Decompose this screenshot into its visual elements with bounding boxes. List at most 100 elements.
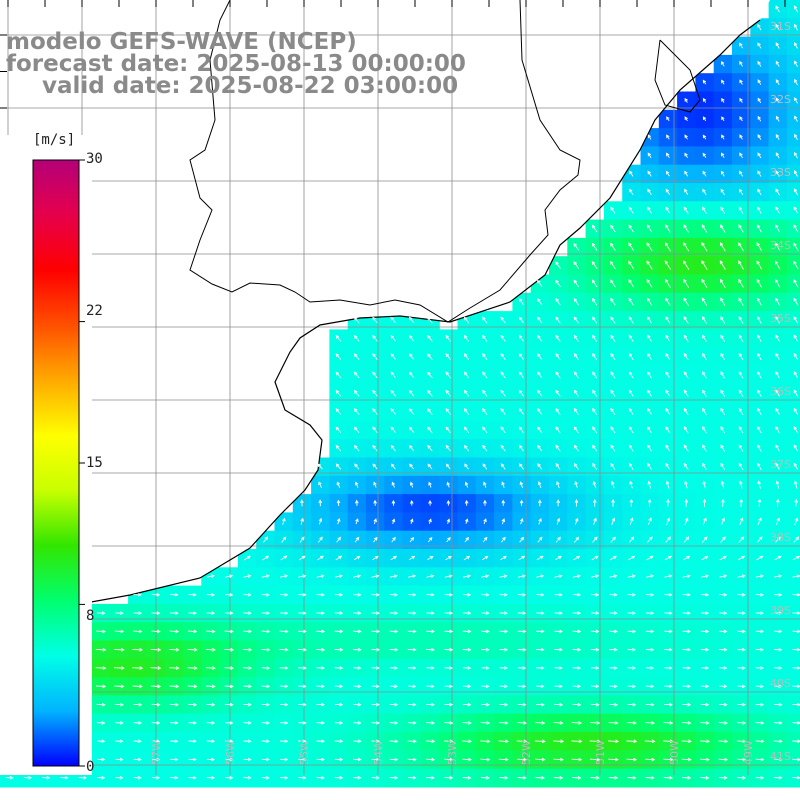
wind-arrow xyxy=(409,481,414,488)
wind-arrow xyxy=(206,629,216,634)
wind-arrow xyxy=(243,776,252,780)
wind-arrow xyxy=(389,684,399,689)
wind-arrow xyxy=(389,647,399,652)
wind-arrow xyxy=(610,389,616,397)
wind-arrow xyxy=(243,757,252,762)
wind-arrow xyxy=(774,611,783,615)
wind-arrow xyxy=(133,611,143,615)
wind-arrow xyxy=(535,757,546,762)
wind-arrow xyxy=(611,517,616,525)
wind-arrow xyxy=(353,776,362,780)
wind-arrow xyxy=(96,757,106,762)
wind-arrow xyxy=(610,206,616,214)
wind-arrow xyxy=(739,498,744,507)
wind-arrow xyxy=(793,371,799,379)
wind-arrow xyxy=(535,647,545,652)
wind-arrow xyxy=(608,757,619,762)
wind-arrow xyxy=(572,702,582,707)
wind-arrow xyxy=(684,97,688,103)
wind-arrow xyxy=(665,462,671,470)
wind-arrow xyxy=(462,629,472,634)
wind-arrow xyxy=(774,684,783,689)
wind-arrow xyxy=(482,444,488,452)
wind-arrow xyxy=(629,480,633,489)
wind-arrow xyxy=(628,260,635,270)
wind-arrow xyxy=(425,721,436,725)
wind-arrow xyxy=(702,426,707,434)
wind-arrow xyxy=(628,407,634,416)
wind-arrow xyxy=(666,498,670,507)
wind-arrow xyxy=(794,42,798,49)
wind-arrow xyxy=(261,721,271,725)
wind-arrow xyxy=(774,647,783,652)
wind-arrow xyxy=(592,297,598,306)
wind-arrow xyxy=(316,629,326,634)
wind-arrow xyxy=(590,721,601,725)
wind-arrow xyxy=(683,536,690,543)
wind-arrow xyxy=(480,721,491,725)
wind-arrow xyxy=(243,555,251,561)
wind-arrow xyxy=(298,574,307,579)
wind-arrow xyxy=(279,647,289,652)
wind-arrow xyxy=(480,629,490,634)
wind-arrow xyxy=(702,517,707,526)
wind-arrow xyxy=(701,536,708,543)
field-cell xyxy=(786,457,800,477)
wind-arrow xyxy=(719,666,728,670)
wind-arrow xyxy=(573,316,579,324)
wind-arrow xyxy=(151,593,161,597)
wind-arrow xyxy=(665,316,671,324)
wind-arrow xyxy=(297,666,307,670)
wind-arrow xyxy=(737,647,746,652)
wind-arrow xyxy=(683,224,689,233)
wind-arrow xyxy=(737,776,747,780)
wind-arrow xyxy=(519,463,524,470)
wind-arrow xyxy=(721,61,725,67)
land-area xyxy=(0,0,770,612)
wind-arrow xyxy=(719,684,728,689)
wind-arrow xyxy=(700,593,710,597)
wind-arrow xyxy=(738,536,745,543)
wind-arrow xyxy=(499,684,508,689)
wind-arrow xyxy=(501,536,506,543)
wind-arrow xyxy=(665,297,671,306)
wind-arrow xyxy=(720,389,726,397)
wind-arrow xyxy=(373,536,378,543)
wind-arrow xyxy=(483,481,487,488)
wind-arrow xyxy=(352,757,362,762)
wind-arrow xyxy=(755,647,765,652)
coastline-ocean xyxy=(0,19,761,613)
wind-arrow xyxy=(775,462,780,471)
wind-arrow xyxy=(499,776,509,780)
wind-arrow xyxy=(462,721,472,725)
wind-arrow xyxy=(574,499,579,507)
wind-arrow xyxy=(720,426,726,434)
wind-arrow xyxy=(482,353,488,361)
wind-arrow xyxy=(756,297,762,306)
longitude-label: 57W xyxy=(150,740,163,765)
wind-arrow xyxy=(700,629,710,634)
wind-arrow xyxy=(775,170,780,177)
wind-arrow xyxy=(700,684,710,689)
wind-arrow xyxy=(426,611,435,615)
wind-arrow xyxy=(755,593,765,597)
wind-arrow xyxy=(556,481,560,489)
wind-arrow xyxy=(555,408,561,415)
wind-arrow xyxy=(757,97,762,104)
wind-arrow xyxy=(573,261,580,270)
wind-arrow xyxy=(757,188,762,196)
latitude-label: 40S xyxy=(770,677,791,690)
wind-arrow xyxy=(516,757,528,762)
wind-arrow xyxy=(574,480,578,489)
wind-arrow xyxy=(42,776,51,780)
wind-arrow xyxy=(702,462,707,471)
wind-arrow xyxy=(316,721,325,725)
wind-arrow xyxy=(572,574,581,579)
wind-arrow xyxy=(408,334,415,342)
wind-arrow xyxy=(132,629,143,634)
wind-arrow xyxy=(390,371,397,379)
wind-arrow xyxy=(554,647,563,652)
wind-arrow xyxy=(757,426,762,434)
colorbar-unit-label: [m/s] xyxy=(33,132,76,148)
wind-arrow xyxy=(738,334,744,342)
